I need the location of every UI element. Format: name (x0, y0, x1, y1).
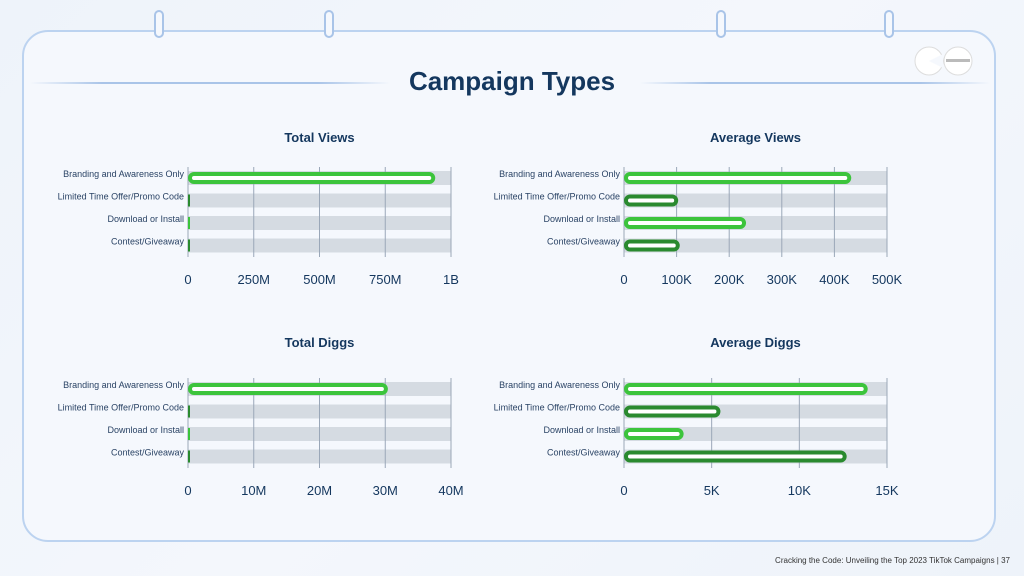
bar (624, 405, 721, 418)
tick-label: 1B (443, 272, 459, 287)
average-views-chart: 0 100K 200K 300K 400K 500K Branding and Awaren… (494, 167, 903, 287)
tick-label: 500K (872, 272, 903, 287)
tick-label: 10M (241, 483, 266, 498)
category-label: Download or Install (543, 214, 620, 224)
bar-track (624, 427, 887, 441)
category-label: Download or Install (543, 425, 620, 435)
category-label: Limited Time Offer/Promo Code (494, 403, 620, 413)
bar (624, 450, 847, 463)
binder-ring (884, 10, 894, 38)
divider (640, 82, 990, 84)
bar (188, 239, 190, 252)
bar (624, 172, 852, 184)
average-diggs-chart: 0 5K 10K 15K Branding and Awareness Only Limi… (494, 378, 899, 498)
category-label: Download or Install (107, 214, 184, 224)
tick-label: 0 (620, 272, 627, 287)
bar (624, 428, 684, 440)
binder-ring (154, 10, 164, 38)
tick-label: 400K (819, 272, 850, 287)
category-label: Limited Time Offer/Promo Code (58, 192, 184, 202)
category-label: Branding and Awareness Only (63, 380, 184, 390)
total-diggs-chart: 0 10M 20M 30M 40M Branding and Awareness Only… (58, 378, 464, 498)
category-label: Limited Time Offer/Promo Code (494, 192, 620, 202)
tick-label: 200K (714, 272, 745, 287)
chart-title: Total Views (284, 130, 355, 145)
binder-ring (324, 10, 334, 38)
tick-label: 10K (788, 483, 811, 498)
category-label: Contest/Giveaway (111, 237, 185, 247)
page-title: Campaign Types (408, 66, 616, 96)
category-label: Limited Time Offer/Promo Code (58, 403, 184, 413)
category-label: Branding and Awareness Only (499, 169, 620, 179)
footer-text: Cracking the Code: Unveiling the Top 202… (775, 556, 1010, 565)
bar (624, 383, 868, 395)
tick-label: 300K (767, 272, 798, 287)
tick-label: 0 (620, 483, 627, 498)
bar (188, 428, 190, 440)
bar (188, 450, 190, 463)
category-label: Contest/Giveaway (547, 448, 621, 458)
category-label: Branding and Awareness Only (63, 169, 184, 179)
bar (624, 217, 747, 229)
bar (188, 405, 190, 418)
tick-label: 250M (237, 272, 270, 287)
chart-title: Average Diggs (710, 335, 801, 350)
bar (188, 194, 190, 207)
bar (188, 217, 190, 229)
tick-label: 100K (661, 272, 692, 287)
category-label: Contest/Giveaway (547, 237, 621, 247)
tick-label: 15K (875, 483, 898, 498)
category-label: Contest/Giveaway (111, 448, 185, 458)
tick-label: 30M (373, 483, 398, 498)
tick-label: 500M (303, 272, 336, 287)
tick-label: 20M (307, 483, 332, 498)
category-label: Branding and Awareness Only (499, 380, 620, 390)
bar (188, 172, 436, 184)
total-views-chart: 0 250M 500M 750M 1B Branding and Awareness On… (58, 167, 459, 287)
divider (30, 82, 390, 84)
chart-title: Average Views (709, 130, 802, 145)
bar-track (624, 238, 887, 253)
tick-label: 0 (184, 272, 191, 287)
logo-icon (914, 46, 973, 76)
bar (624, 239, 680, 252)
tick-label: 40M (438, 483, 463, 498)
tick-label: 0 (184, 483, 191, 498)
bar-track (624, 193, 887, 208)
tick-label: 5K (704, 483, 720, 498)
binder-ring (716, 10, 726, 38)
bar (188, 383, 388, 395)
bar (624, 194, 679, 207)
category-label: Download or Install (107, 425, 184, 435)
chart-title: Total Diggs (284, 335, 355, 350)
tick-label: 750M (369, 272, 402, 287)
